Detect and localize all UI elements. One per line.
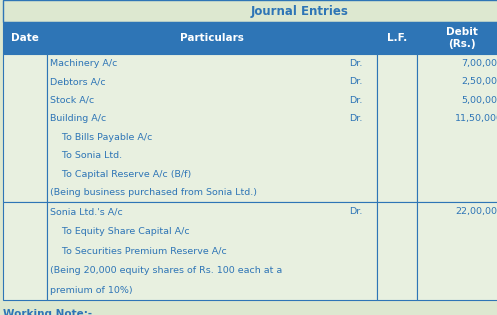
Text: 11,50,000: 11,50,000 — [455, 114, 497, 123]
Bar — [47, 202, 377, 300]
Text: L.F.: L.F. — [387, 33, 407, 43]
Bar — [417, 22, 497, 54]
Text: Dr.: Dr. — [349, 96, 362, 105]
Bar — [3, 22, 47, 54]
Text: Dr.: Dr. — [349, 114, 362, 123]
Text: To Bills Payable A/c: To Bills Payable A/c — [50, 133, 153, 142]
Bar — [3, 0, 497, 22]
Bar — [417, 202, 497, 300]
Text: Particulars: Particulars — [180, 33, 244, 43]
Text: To Securities Premium Reserve A/c: To Securities Premium Reserve A/c — [50, 247, 227, 255]
Text: Dr.: Dr. — [349, 59, 362, 68]
Text: 7,00,000: 7,00,000 — [461, 59, 497, 68]
Text: 22,00,000: 22,00,000 — [455, 207, 497, 216]
Text: Debtors A/c: Debtors A/c — [50, 77, 106, 86]
Text: Stock A/c: Stock A/c — [50, 96, 94, 105]
Text: Debit
(Rs.): Debit (Rs.) — [446, 27, 478, 49]
Bar — [417, 54, 497, 202]
Text: To Equity Share Capital A/c: To Equity Share Capital A/c — [50, 227, 190, 236]
Text: 5,00,000: 5,00,000 — [461, 96, 497, 105]
Bar — [377, 202, 417, 300]
Text: 2,50,000: 2,50,000 — [461, 77, 497, 86]
Bar — [3, 202, 47, 300]
Text: Dr.: Dr. — [349, 207, 362, 216]
Bar — [3, 54, 47, 202]
Bar — [377, 22, 417, 54]
Text: Date: Date — [11, 33, 39, 43]
Text: Machinery A/c: Machinery A/c — [50, 59, 117, 68]
Text: (Being business purchased from Sonia Ltd.): (Being business purchased from Sonia Ltd… — [50, 188, 257, 197]
Text: Sonia Ltd.'s A/c: Sonia Ltd.'s A/c — [50, 207, 123, 216]
Bar — [377, 54, 417, 202]
Text: Journal Entries: Journal Entries — [251, 4, 349, 18]
Text: To Capital Reserve A/c (B/f): To Capital Reserve A/c (B/f) — [50, 170, 191, 179]
Text: Building A/c: Building A/c — [50, 114, 106, 123]
Text: Working Note:-: Working Note:- — [3, 309, 92, 315]
Text: (Being 20,000 equity shares of Rs. 100 each at a: (Being 20,000 equity shares of Rs. 100 e… — [50, 266, 282, 275]
Bar — [47, 54, 377, 202]
Bar — [47, 22, 377, 54]
Text: To Sonia Ltd.: To Sonia Ltd. — [50, 151, 122, 160]
Text: Dr.: Dr. — [349, 77, 362, 86]
Text: premium of 10%): premium of 10%) — [50, 286, 133, 295]
